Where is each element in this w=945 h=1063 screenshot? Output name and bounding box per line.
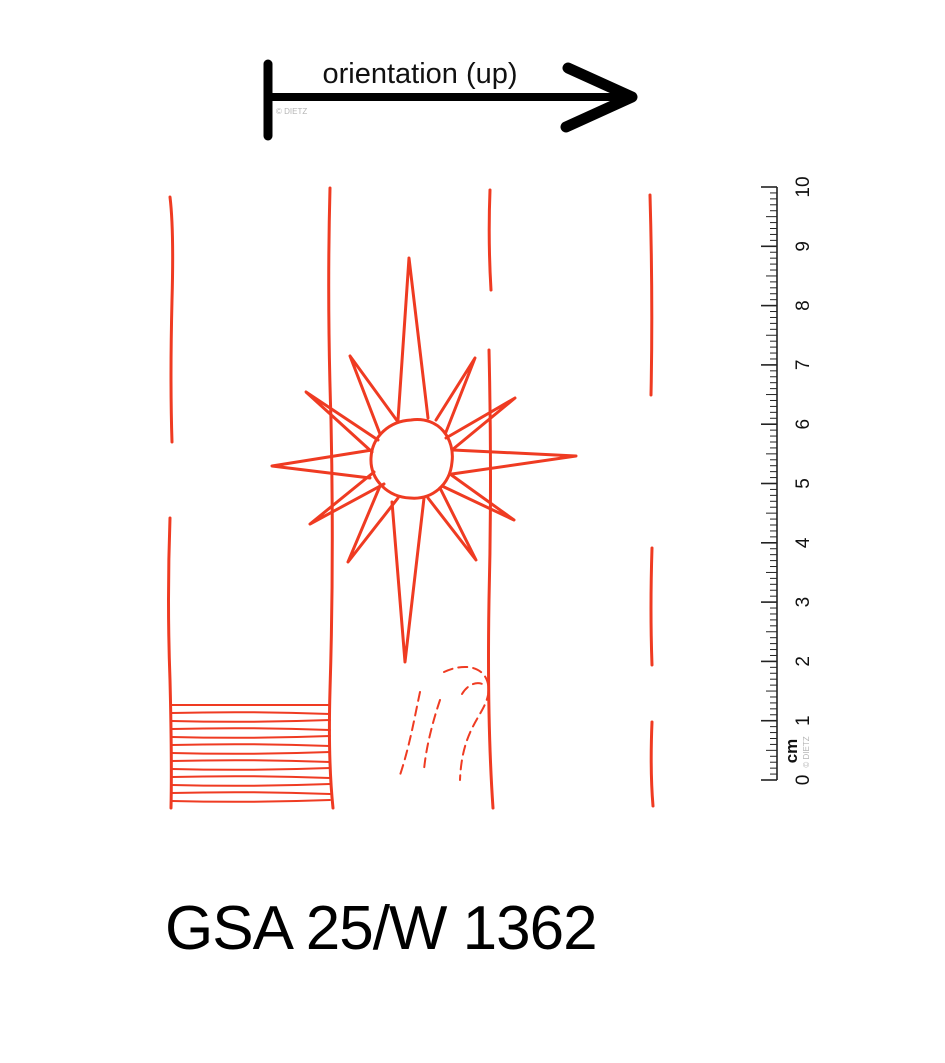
hatch-line (171, 743, 331, 747)
scale-unit-label: cm (782, 739, 801, 764)
scale-label: 5 (793, 478, 814, 489)
vertical-line-3-top (487, 188, 493, 292)
star-ray-right-lower (440, 472, 516, 522)
star-ray-up (396, 256, 430, 422)
vertical-line-4-bottom (649, 720, 655, 808)
star-ray-upper-left (348, 354, 400, 436)
dashed-fragment (399, 666, 490, 781)
hatch-line (171, 799, 331, 803)
star-ray-lower-right (426, 486, 478, 562)
star-ray-lower-left (346, 484, 400, 564)
hatch-line (171, 735, 331, 739)
dashed-stroke (423, 699, 441, 771)
vertical-line-1-bottom (167, 516, 173, 810)
star-ray-left (270, 448, 374, 480)
scale-label: 4 (793, 537, 814, 548)
hatch-line (171, 751, 331, 755)
hatch-line (171, 791, 331, 795)
star-ray-left-upper (304, 390, 380, 454)
orientation-label: orientation (up) (322, 58, 517, 90)
star-ray-upper-right (434, 356, 477, 434)
scale-label: 8 (793, 300, 814, 311)
hatch-line (171, 727, 331, 731)
scale-watermark: © DIETZ (802, 736, 811, 767)
star-rosette (270, 256, 578, 664)
scale-ticks (761, 186, 777, 781)
scale-label: 1 (793, 715, 814, 726)
vertical-line-3-bottom (487, 348, 495, 810)
hatch-line (171, 759, 331, 763)
star-center-disc (369, 418, 454, 500)
dashed-stroke (461, 682, 487, 695)
orientation-arrow: orientation (up) © DIETZ (263, 58, 638, 141)
star-ray-left-lower (308, 470, 386, 526)
scale-label: 3 (793, 597, 814, 608)
scale-label: 9 (793, 241, 814, 252)
hatched-block (171, 704, 331, 803)
hatch-line (171, 711, 331, 715)
vertical-line-4-mid (649, 546, 654, 667)
vertical-line-1-top (168, 195, 175, 444)
scale-label: 2 (793, 656, 814, 667)
star-ray-right (450, 448, 578, 476)
vertical-line-4-top (648, 193, 654, 397)
scale-labels: 0 1 2 3 4 5 6 7 8 9 10 (793, 176, 814, 785)
dashed-stroke (443, 666, 490, 781)
hatch-line (171, 783, 331, 787)
dashed-stroke (399, 691, 421, 776)
scale-label: 6 (793, 419, 814, 430)
scale-label: 7 (793, 360, 814, 371)
star-ray-down (390, 496, 426, 664)
seal-design (167, 186, 655, 810)
hatch-line (171, 719, 331, 723)
vertical-line-2 (327, 186, 335, 810)
scale-label: 0 (793, 775, 814, 786)
arrow-head (560, 62, 638, 133)
hatch-line (171, 775, 331, 779)
hatch-line (171, 767, 331, 771)
scale-bar: 0 1 2 3 4 5 6 7 8 9 10 cm © DIETZ (761, 176, 814, 785)
scale-label: 10 (793, 176, 814, 197)
catalog-id: GSA 25/W 1362 (165, 894, 598, 963)
watermark-text: © DIETZ (276, 107, 307, 116)
star-ray-right-upper (444, 396, 517, 452)
